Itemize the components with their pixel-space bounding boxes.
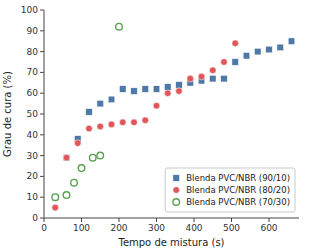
point <box>277 44 284 51</box>
point <box>52 204 59 211</box>
point <box>266 46 273 53</box>
point <box>119 119 126 126</box>
x-axis-line <box>44 218 299 219</box>
point <box>108 121 115 128</box>
y-tick <box>40 134 44 135</box>
axes: 0 100 200 300 400 500 600 0 10 20 30 40 50 60 70 80 90 10… <box>21 5 299 233</box>
y-tick <box>40 30 44 31</box>
point <box>63 154 70 161</box>
y-tick <box>40 218 44 219</box>
point <box>232 59 239 66</box>
y-tick-label: 30 <box>27 151 39 161</box>
point <box>78 165 85 172</box>
series <box>52 23 122 200</box>
y-tick <box>40 51 44 52</box>
x-tick-label: 100 <box>73 223 90 233</box>
y-tick-label: 70 <box>27 67 39 77</box>
point <box>86 125 93 132</box>
point <box>52 194 59 201</box>
point <box>221 59 228 66</box>
legend-label: Blenda PVC/NBR (80/20) <box>186 185 290 195</box>
point <box>187 75 194 82</box>
legend-marker <box>173 199 180 206</box>
point <box>52 194 59 201</box>
x-tick <box>231 218 232 222</box>
chart: 0 100 200 300 400 500 600 0 10 20 30 40 50 60 70 80 90 10… <box>0 0 309 250</box>
point <box>153 102 160 109</box>
point <box>209 75 216 82</box>
point <box>221 75 228 82</box>
x-axis-label: Tempo de mistura (s) <box>117 237 224 248</box>
point <box>232 40 239 47</box>
point <box>131 119 138 126</box>
point <box>142 86 149 93</box>
point <box>198 73 205 80</box>
point <box>71 179 78 186</box>
point <box>97 100 104 107</box>
legend-marker <box>173 175 180 182</box>
point <box>97 152 104 159</box>
y-tick-label: 100 <box>21 5 38 15</box>
y-tick <box>40 114 44 115</box>
point <box>131 88 138 95</box>
page: {"chart_data": {"type": "scatter", "xlab… <box>0 0 309 250</box>
y-tick-label: 80 <box>27 47 39 57</box>
y-axis-label: Grau de cura (%) <box>2 71 13 157</box>
point <box>288 38 295 45</box>
point <box>89 154 96 161</box>
legend-marker <box>173 187 180 194</box>
point <box>116 23 123 30</box>
y-tick <box>40 10 44 11</box>
point <box>176 82 183 89</box>
x-tick-label: 600 <box>260 223 277 233</box>
point <box>74 140 81 147</box>
point <box>243 52 250 59</box>
y-tick <box>40 197 44 198</box>
x-tick <box>119 218 120 222</box>
legend: Blenda PVC/NBR (90/10) Blenda PVC/NBR (80… <box>165 168 295 212</box>
y-tick-label: 0 <box>32 213 38 223</box>
point <box>63 192 70 199</box>
y-tick <box>40 72 44 73</box>
x-tick <box>269 218 270 222</box>
x-tick <box>81 218 82 222</box>
x-tick-label: 200 <box>110 223 127 233</box>
point <box>108 96 115 103</box>
point <box>153 86 160 93</box>
x-tick-label: 300 <box>148 223 165 233</box>
x-tick <box>44 218 45 222</box>
y-tick <box>40 93 44 94</box>
y-tick-label: 10 <box>27 192 39 202</box>
point <box>254 48 261 55</box>
series <box>52 38 295 201</box>
legend-label: Blenda PVC/NBR (70/30) <box>186 197 290 207</box>
x-tick-label: 400 <box>185 223 202 233</box>
y-tick-label: 60 <box>27 88 39 98</box>
point <box>209 67 216 74</box>
x-tick-label: 0 <box>41 223 47 233</box>
y-tick-label: 90 <box>27 26 39 36</box>
legend-label: Blenda PVC/NBR (90/10) <box>186 173 290 183</box>
point <box>164 84 171 91</box>
y-tick <box>40 155 44 156</box>
y-tick-label: 50 <box>27 109 39 119</box>
point <box>176 88 183 95</box>
point <box>86 109 93 116</box>
point <box>63 154 70 161</box>
point <box>97 123 104 130</box>
x-tick-label: 500 <box>223 223 240 233</box>
legend-frame <box>165 168 295 212</box>
point <box>119 86 126 93</box>
x-tick <box>194 218 195 222</box>
y-tick <box>40 176 44 177</box>
x-tick <box>156 218 157 222</box>
y-tick-label: 20 <box>27 171 39 181</box>
y-tick-label: 40 <box>27 130 39 140</box>
point <box>164 90 171 97</box>
point <box>142 117 149 124</box>
